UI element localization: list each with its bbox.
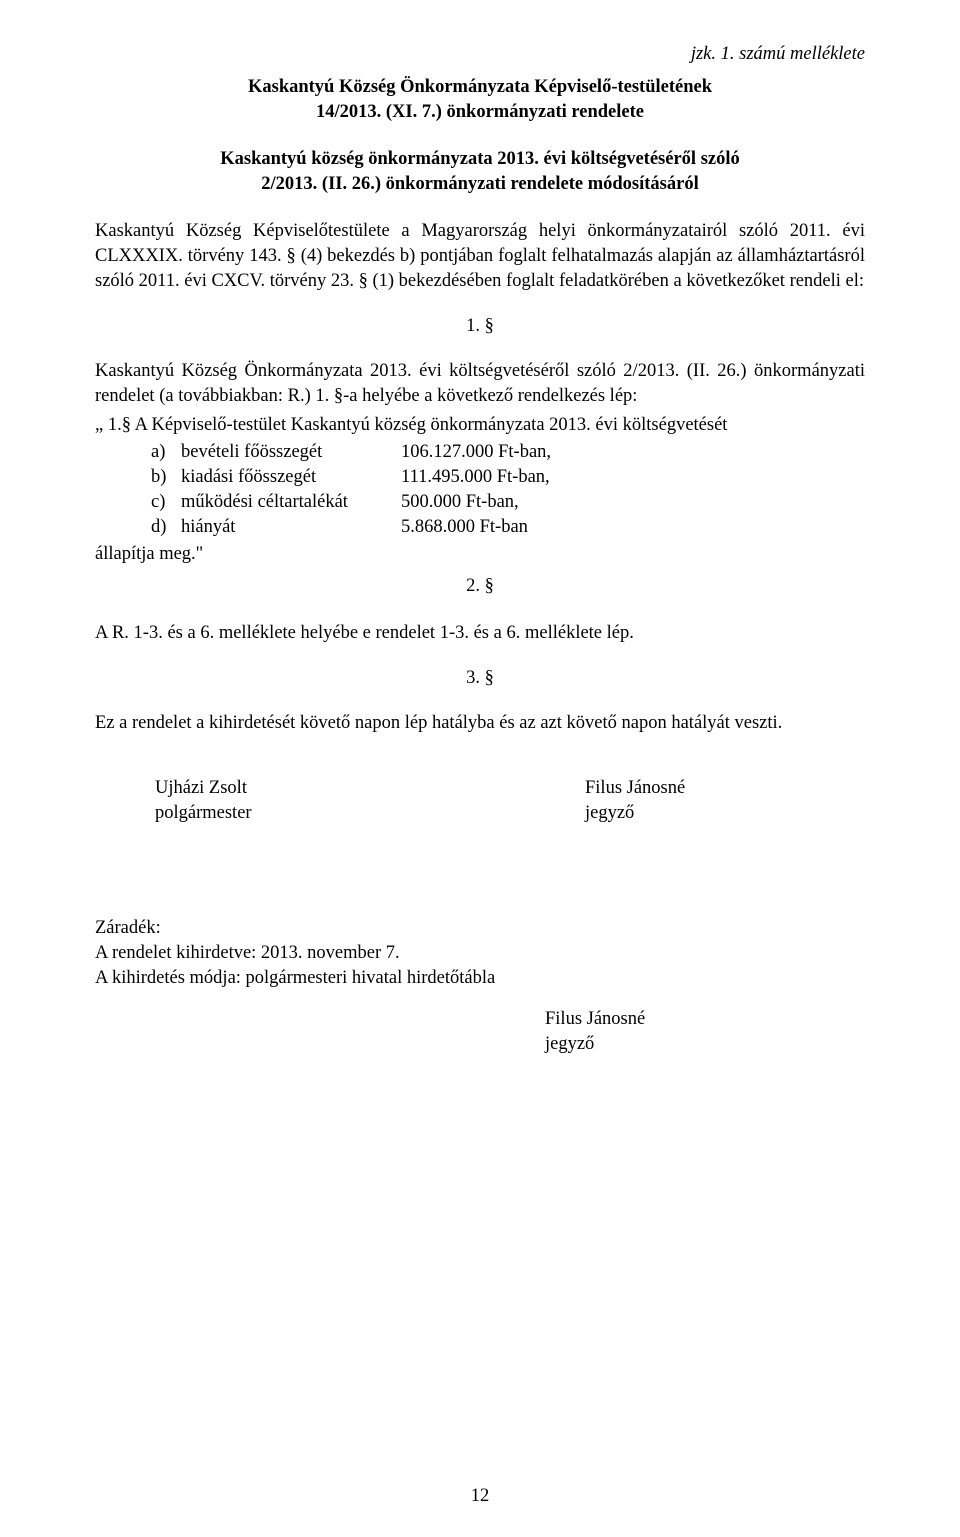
- signatory-left-title: polgármester: [155, 801, 395, 826]
- zaradek-block: Záradék: A rendelet kihirdetve: 2013. no…: [95, 916, 865, 1057]
- preamble-paragraph: Kaskantyú Község Képviselőtestülete a Ma…: [95, 219, 865, 294]
- list-label: b): [151, 465, 181, 490]
- zaradek-line-2: A kihirdetés módja: polgármesteri hivata…: [95, 966, 865, 991]
- title-line-2: 14/2013. (XI. 7.) önkormányzati rendelet…: [95, 100, 865, 125]
- title-line-1: Kaskantyú Község Önkormányzata Képviselő…: [95, 75, 865, 100]
- document-page: jzk. 1. számú melléklete Kaskantyú Közsé…: [0, 0, 960, 1537]
- signatory-right-title: jegyző: [585, 801, 825, 826]
- title-block: Kaskantyú Község Önkormányzata Képviselő…: [95, 75, 865, 125]
- zaradek-signatory: Filus Jánosné jegyző: [95, 1007, 865, 1057]
- attachment-note: jzk. 1. számú melléklete: [95, 42, 865, 67]
- section-1-number: 1. §: [95, 314, 865, 339]
- list-item: b) kiadási főösszegét 111.495.000 Ft-ban…: [95, 465, 865, 490]
- section-1-after-list: állapítja meg.": [95, 542, 865, 567]
- list-amount: 5.868.000 Ft-ban: [401, 515, 528, 540]
- page-number: 12: [0, 1484, 960, 1509]
- zaradek-line-1: A rendelet kihirdetve: 2013. november 7.: [95, 941, 865, 966]
- list-text: hiányát: [181, 515, 401, 540]
- list-amount: 111.495.000 Ft-ban,: [401, 465, 550, 490]
- section-3-paragraph: Ez a rendelet a kihirdetését követő napo…: [95, 711, 865, 736]
- section-1-list-intro: „ 1.§ A Képviselő-testület Kaskantyú köz…: [95, 413, 865, 438]
- zaradek-sign-name: Filus Jánosné: [545, 1007, 865, 1032]
- list-amount: 106.127.000 Ft-ban,: [401, 440, 551, 465]
- section-2-paragraph: A R. 1-3. és a 6. melléklete helyébe e r…: [95, 621, 865, 646]
- subhead-line-1: Kaskantyú község önkormányzata 2013. évi…: [95, 147, 865, 172]
- zaradek-sign-title: jegyző: [545, 1032, 865, 1057]
- list-item: c) működési céltartalékát 500.000 Ft-ban…: [95, 490, 865, 515]
- list-text: kiadási főösszegét: [181, 465, 401, 490]
- signatory-left: Ujházi Zsolt polgármester: [155, 776, 395, 826]
- list-amount: 500.000 Ft-ban,: [401, 490, 519, 515]
- list-item: a) bevételi főösszegét 106.127.000 Ft-ba…: [95, 440, 865, 465]
- zaradek-heading: Záradék:: [95, 916, 865, 941]
- signatory-left-name: Ujházi Zsolt: [155, 776, 395, 801]
- signatory-right: Filus Jánosné jegyző: [395, 776, 825, 826]
- list-text: bevételi főösszegét: [181, 440, 401, 465]
- section-1-paragraph: Kaskantyú Község Önkormányzata 2013. évi…: [95, 359, 865, 409]
- subhead-block: Kaskantyú község önkormányzata 2013. évi…: [95, 147, 865, 197]
- list-item: d) hiányát 5.868.000 Ft-ban: [95, 515, 865, 540]
- subhead-line-2: 2/2013. (II. 26.) önkormányzati rendelet…: [95, 172, 865, 197]
- list-label: c): [151, 490, 181, 515]
- list-text: működési céltartalékát: [181, 490, 401, 515]
- signatory-row: Ujházi Zsolt polgármester Filus Jánosné …: [95, 776, 865, 826]
- list-label: d): [151, 515, 181, 540]
- section-2-number: 2. §: [95, 574, 865, 599]
- section-3-number: 3. §: [95, 666, 865, 691]
- signatory-right-name: Filus Jánosné: [585, 776, 825, 801]
- list-label: a): [151, 440, 181, 465]
